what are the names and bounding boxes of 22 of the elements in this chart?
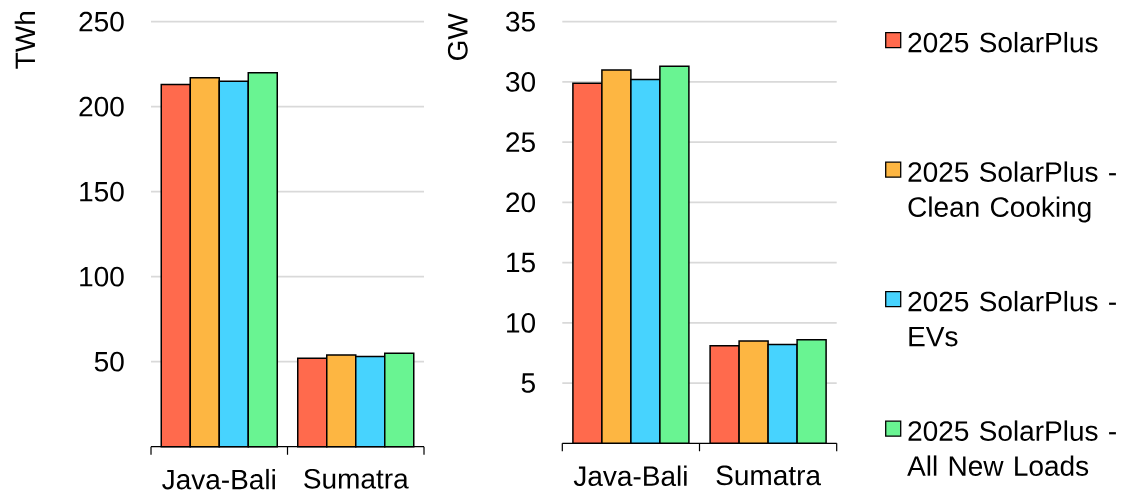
y-tick-label: 20	[506, 192, 535, 213]
y-tick-label: 250	[79, 11, 124, 32]
legend-label: 2025 SolarPlus	[908, 31, 1098, 53]
y-tick-label: 150	[80, 181, 124, 202]
y-tick-label: 10	[507, 312, 535, 333]
legend-label: 2025 SolarPlus - EVs	[908, 290, 1116, 347]
x-tick-label: Java-Bali	[162, 468, 275, 490]
x-tick-label: Java-Bali	[573, 465, 687, 487]
x-tick-label: Sumatra	[304, 468, 409, 489]
y-tick-label: 25	[506, 132, 535, 153]
y-tick-label: 30	[506, 72, 535, 92]
y-tick-label: 15	[507, 252, 535, 273]
y-axis-title: TWh	[14, 12, 35, 69]
y-tick-label: 100	[80, 266, 124, 287]
y-tick-label: 200	[79, 96, 124, 117]
x-tick-label: Sumatra	[716, 465, 822, 486]
y-tick-label: 35	[506, 11, 535, 32]
legend-label: 2025 SolarPlus - All New Loads	[907, 420, 1116, 476]
legend-label: 2025 SolarPlus - Clean Cooking	[908, 161, 1116, 223]
y-tick-label: 5	[521, 373, 535, 393]
y-tick-label: 50	[94, 351, 124, 372]
y-axis-title: GW	[447, 13, 468, 60]
